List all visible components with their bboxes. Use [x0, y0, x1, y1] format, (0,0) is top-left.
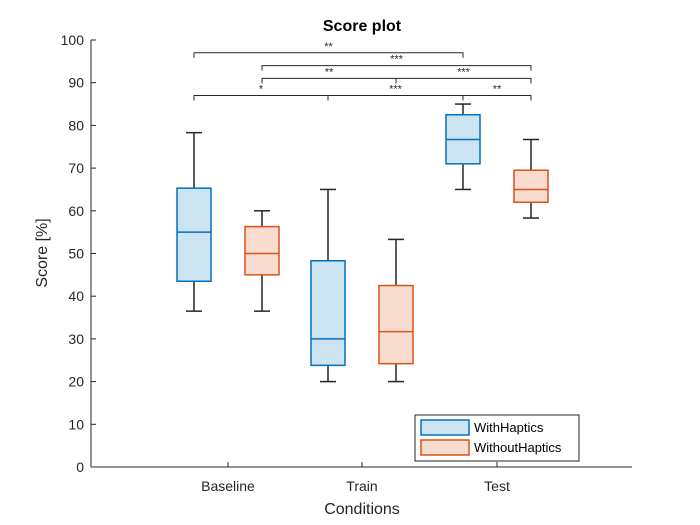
significance-label: ** [324, 41, 333, 53]
box-series [176, 103, 549, 383]
legend-label-withhaptics: WithHaptics [474, 420, 544, 435]
iqr-box [378, 284, 414, 365]
significance-label: *** [390, 54, 404, 66]
iqr-box [310, 260, 346, 367]
y-tick-label: 30 [68, 331, 84, 347]
y-tick-label: 70 [68, 160, 84, 176]
box-withouthaptics-test [513, 138, 549, 219]
box-withouthaptics-train [378, 238, 414, 383]
x-axis-title: Conditions [324, 501, 400, 518]
legend: WithHaptics WithoutHaptics [414, 414, 580, 462]
y-tick-label: 80 [68, 117, 84, 133]
y-tick-label: 10 [68, 416, 84, 432]
box-withouthaptics-baseline [244, 210, 280, 312]
significance-bracket: *** [395, 66, 532, 84]
iqr-box [176, 187, 212, 283]
significance-label: ** [493, 84, 502, 96]
box-withhaptics-train [310, 188, 346, 383]
y-tick-label: 60 [68, 203, 84, 219]
bracket-line [261, 65, 532, 71]
significance-bracket: ** [462, 84, 532, 101]
legend-swatch-withhaptics [420, 419, 470, 436]
plot-area [91, 40, 632, 467]
iqr-box [244, 225, 280, 276]
x-tick-label-baseline: Baseline [201, 478, 255, 494]
bracket-line [395, 77, 532, 84]
legend-label-withouthaptics: WithoutHaptics [474, 440, 562, 455]
y-tick-label: 20 [68, 374, 84, 390]
iqr-box [513, 169, 549, 204]
bracket-line [462, 95, 532, 101]
x-axis: Baseline Train Test [91, 462, 632, 494]
legend-swatch-withouthaptics [420, 439, 470, 456]
y-tick-label: 40 [68, 288, 84, 304]
significance-label: *** [457, 66, 471, 78]
significance-label: * [259, 84, 264, 96]
x-tick-label-test: Test [484, 478, 510, 494]
y-tick-label: 100 [61, 32, 85, 48]
significance-bracket: *** [261, 54, 532, 71]
y-tick-label: 50 [68, 246, 84, 262]
significance-brackets: ******* **** *** ** [193, 41, 532, 101]
significance-label: ** [325, 66, 334, 78]
y-tick-label: 0 [76, 459, 84, 475]
significance-bracket: ** [193, 41, 464, 58]
y-tick-label: 90 [68, 75, 84, 91]
significance-label: *** [389, 84, 403, 96]
box-withhaptics-test [445, 103, 481, 191]
y-axis: 0 10 20 30 40 50 60 70 80 90 100 [61, 32, 96, 475]
x-tick-label-train: Train [346, 478, 377, 494]
box-withhaptics-baseline [176, 131, 212, 312]
bracket-line [193, 52, 464, 58]
y-axis-title: Score [%] [34, 218, 51, 287]
chart-title: Score plot [323, 18, 402, 35]
